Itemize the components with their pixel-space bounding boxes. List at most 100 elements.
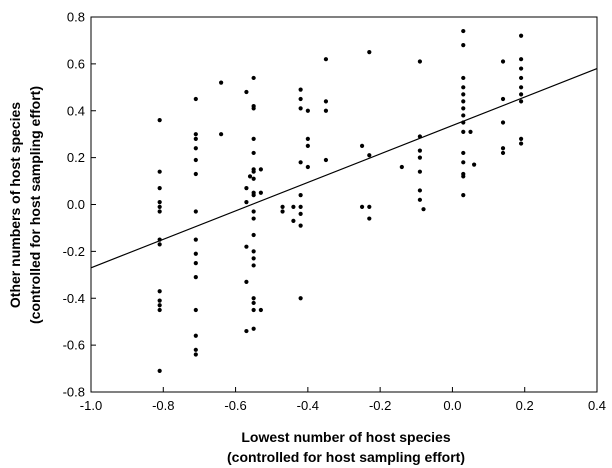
trend-line (90, 68, 598, 269)
data-point (367, 204, 372, 209)
data-point (461, 43, 466, 48)
data-point (323, 108, 329, 113)
data-point (157, 368, 162, 374)
data-point (500, 96, 506, 102)
data-point (157, 200, 162, 205)
data-point (157, 298, 162, 303)
data-point (219, 132, 224, 137)
data-point (193, 260, 198, 266)
data-point (251, 209, 256, 214)
data-point (461, 113, 466, 118)
data-point (417, 169, 422, 174)
data-point (251, 75, 256, 81)
data-point (193, 146, 198, 151)
data-point (461, 150, 466, 156)
data-point (193, 275, 198, 280)
data-point (247, 174, 253, 179)
x-tick-label: 0.4 (588, 398, 606, 413)
data-point (251, 106, 256, 111)
data-point (258, 190, 263, 195)
data-point (193, 347, 198, 352)
data-point (417, 148, 422, 153)
data-point (280, 204, 285, 209)
x-axis-title-line-1: Lowest number of host species (241, 429, 450, 445)
data-point (367, 50, 372, 55)
data-point (461, 129, 466, 134)
data-point (193, 333, 198, 338)
y-tick-label: 0.8 (67, 10, 85, 25)
data-point (461, 99, 466, 104)
data-point (298, 106, 303, 111)
data-point (193, 132, 198, 137)
y-tick-label: -0.6 (63, 338, 85, 353)
data-point (399, 164, 404, 170)
data-point (461, 85, 466, 90)
data-point (500, 146, 506, 151)
data-point (244, 89, 249, 95)
data-point (251, 300, 256, 306)
x-axis-title: Lowest number of host species (controlle… (227, 429, 465, 465)
data-point (291, 218, 296, 224)
data-point (305, 136, 310, 141)
y-axis-title-line-1: Other numbers of host species (7, 102, 23, 308)
data-point (519, 92, 524, 97)
data-point (323, 57, 329, 62)
data-point (244, 244, 249, 249)
data-point (258, 307, 263, 313)
data-point (298, 211, 303, 216)
y-tick-label: -0.2 (63, 244, 85, 259)
x-tick-label: -0.8 (152, 398, 174, 413)
data-point (461, 193, 466, 198)
data-point (519, 66, 524, 71)
data-point (461, 75, 466, 81)
y-axis-title-line-2: (controlled for host sampling effort) (27, 86, 43, 324)
x-tick-label: -1.0 (80, 398, 102, 413)
data-point (421, 207, 426, 212)
data-point (157, 209, 162, 214)
x-tick-label: -0.4 (297, 398, 319, 413)
data-point (251, 326, 256, 331)
x-tick-label: -0.6 (224, 398, 246, 413)
data-point (258, 167, 263, 172)
data-point (193, 157, 198, 163)
x-tick-label: -0.2 (369, 398, 391, 413)
data-point (157, 242, 162, 247)
x-tick-label: 0.2 (516, 398, 534, 413)
data-point (219, 80, 224, 85)
y-tick-label: -0.8 (63, 385, 85, 400)
y-tick-label: 0.6 (67, 56, 85, 71)
data-point (251, 150, 256, 156)
data-point (193, 237, 198, 242)
data-point (251, 169, 256, 174)
data-point (157, 303, 162, 308)
point-layer (157, 28, 524, 374)
data-point (519, 141, 524, 146)
data-point (157, 118, 162, 123)
data-point (193, 307, 198, 313)
data-point (305, 108, 310, 113)
data-point (193, 251, 198, 256)
data-point (519, 99, 524, 104)
data-point (298, 87, 303, 92)
data-point (417, 188, 422, 193)
x-axis-title-line-2: (controlled for host sampling effort) (227, 449, 465, 465)
tick-layer: -1.0 -0.8 -0.6 -0.4 -0.2 0.0 0.2 0.4-0.8-0.6-0.… (63, 10, 606, 414)
data-point (193, 171, 198, 177)
data-point (280, 209, 285, 214)
data-point (323, 99, 329, 104)
data-point (367, 153, 372, 158)
data-point (193, 136, 198, 141)
data-point (251, 193, 256, 198)
data-point (461, 106, 466, 111)
data-point (251, 249, 256, 254)
data-point (417, 59, 422, 64)
y-tick-label: 0.2 (67, 150, 85, 165)
data-point (417, 155, 422, 160)
data-point (193, 96, 198, 102)
data-point (461, 160, 466, 165)
data-point (519, 33, 524, 38)
data-point (519, 75, 524, 81)
data-point (500, 150, 506, 156)
data-point (417, 197, 422, 202)
